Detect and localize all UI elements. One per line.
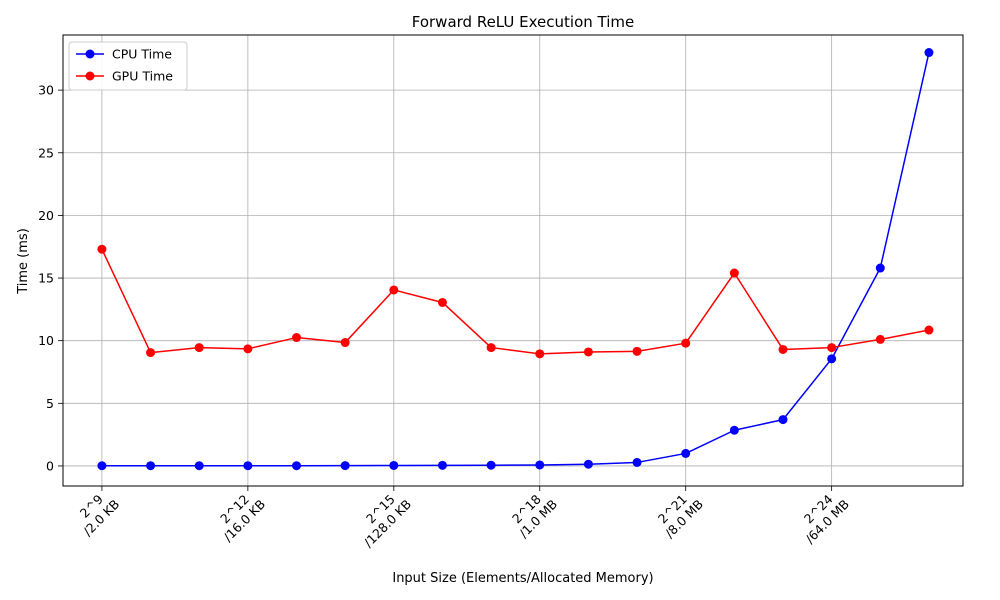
cpu-time-point xyxy=(875,263,885,273)
gpu-time-point xyxy=(875,334,885,344)
gpu-time-line xyxy=(101,248,930,355)
gpu-time-point xyxy=(924,325,934,335)
gpu-time-point xyxy=(583,347,593,357)
y-tick-label: 5 xyxy=(46,396,54,411)
legend: CPU Time GPU Time xyxy=(68,41,188,91)
gpu-time-point xyxy=(827,343,837,353)
gpu-time-point xyxy=(194,343,204,353)
gpu-time-point xyxy=(535,349,545,359)
gpu-time-point xyxy=(778,344,788,354)
gpu-time-point xyxy=(146,348,156,358)
gpu-time-point xyxy=(292,333,302,343)
cpu-time-point xyxy=(729,425,739,435)
grid xyxy=(63,35,963,486)
cpu-time-point xyxy=(924,48,934,58)
plot-frame xyxy=(62,34,964,487)
cpu-time-point xyxy=(194,461,204,471)
y-tick-label: 10 xyxy=(38,333,54,348)
cpu-time-line xyxy=(101,52,930,467)
chart-title: Forward ReLU Execution Time xyxy=(412,13,635,31)
gpu-time-point xyxy=(340,338,350,348)
gpu-time-point xyxy=(97,244,107,254)
cpu-time-point xyxy=(681,448,691,458)
y-tick-label: 30 xyxy=(38,83,54,98)
legend-label-cpu: CPU Time xyxy=(112,47,172,62)
cpu-time-point xyxy=(486,460,496,470)
series-lines xyxy=(97,48,934,471)
cpu-time-point xyxy=(97,461,107,471)
gpu-time-point xyxy=(632,346,642,356)
cpu-time-point xyxy=(292,461,302,471)
cpu-time-point xyxy=(437,460,447,470)
x-axis-title: Input Size (Elements/Allocated Memory) xyxy=(392,571,653,586)
cpu-time-point xyxy=(778,415,788,425)
cpu-time-point xyxy=(389,460,399,470)
y-axis-title: Time (ms) xyxy=(16,228,31,295)
y-tick-label: 0 xyxy=(46,458,54,473)
gpu-time-point xyxy=(729,268,739,278)
cpu-time-point xyxy=(146,461,156,471)
legend-label-gpu: GPU Time xyxy=(112,69,173,84)
cpu-time-point xyxy=(535,460,545,470)
cpu-time-point xyxy=(243,461,253,471)
gpu-time-point xyxy=(437,297,447,307)
cpu-time-point xyxy=(583,459,593,469)
cpu-time-point xyxy=(632,457,642,467)
y-tick-label: 25 xyxy=(38,145,54,160)
cpu-time-point xyxy=(827,354,837,364)
y-tick-label: 15 xyxy=(38,271,54,286)
legend-marker-cpu xyxy=(85,49,95,59)
gpu-time-point xyxy=(243,344,253,354)
gpu-time-point xyxy=(486,343,496,353)
gpu-time-point xyxy=(389,285,399,295)
gpu-time-point xyxy=(681,338,691,348)
legend-marker-gpu xyxy=(85,71,95,81)
cpu-time-point xyxy=(340,461,350,471)
y-tick-label: 20 xyxy=(38,208,54,223)
